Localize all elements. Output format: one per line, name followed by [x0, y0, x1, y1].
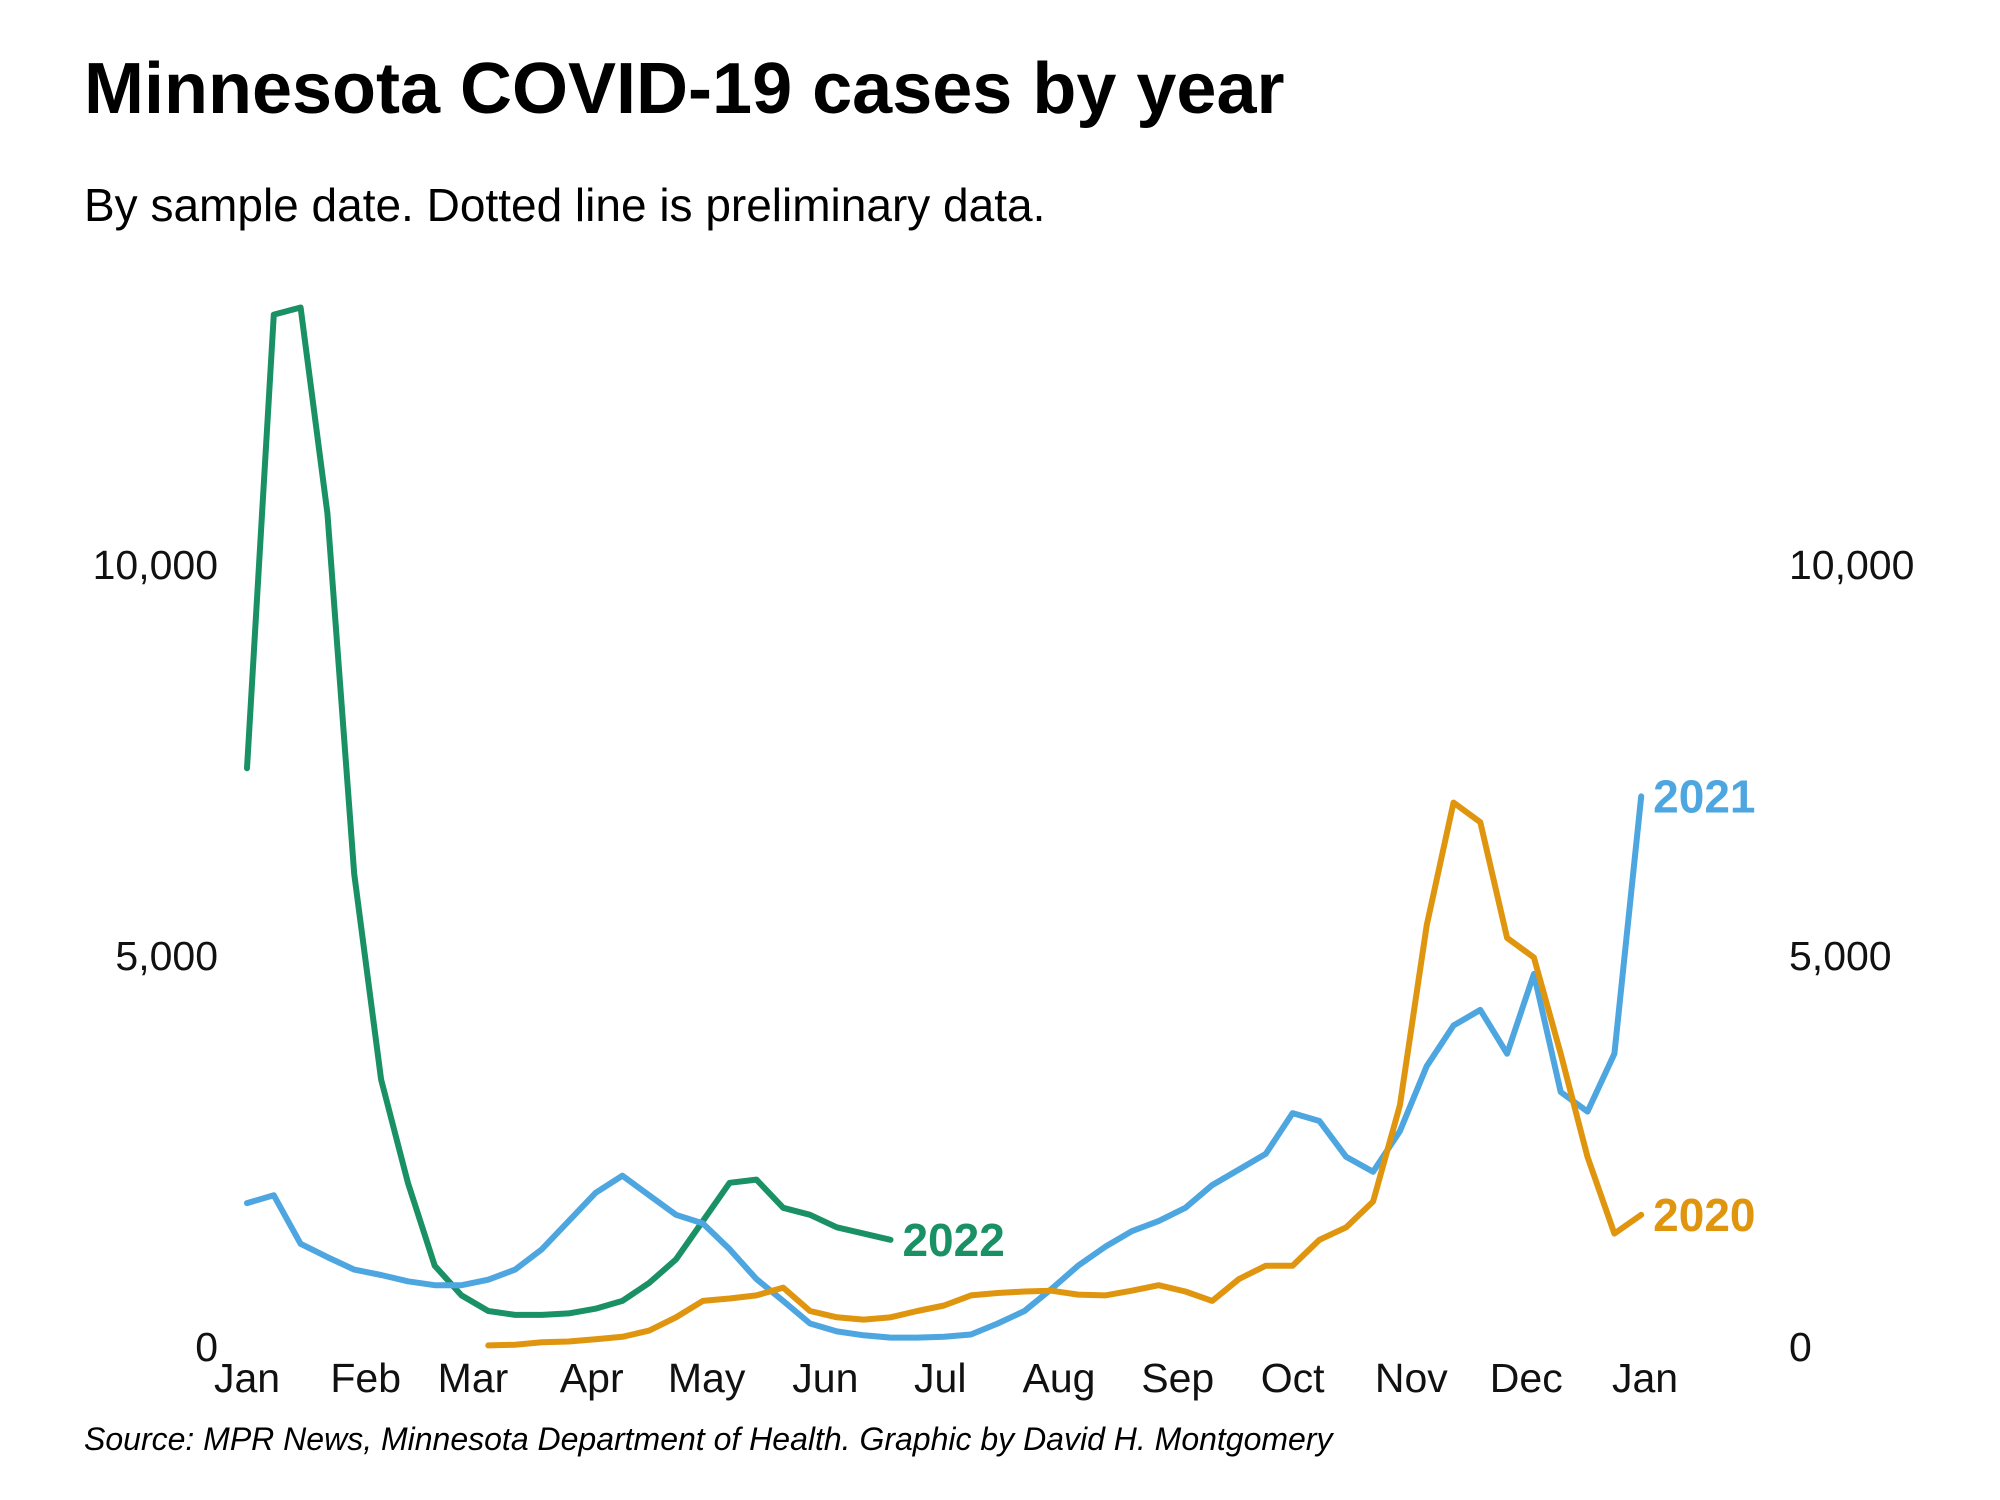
x-tick-label: Jul — [914, 1355, 966, 1401]
x-tick-label: Jan — [1612, 1355, 1678, 1401]
chart-subtitle: By sample date. Dotted line is prelimina… — [84, 179, 1045, 231]
x-tick-label: Aug — [1023, 1355, 1096, 1401]
x-tick-label: Nov — [1375, 1355, 1448, 1401]
x-tick-label: May — [668, 1355, 746, 1401]
y2-tick-label: 10,000 — [1789, 542, 1914, 588]
x-tick-label: Sep — [1141, 1355, 1214, 1401]
series-line — [244, 793, 1645, 1341]
y-tick-label: 0 — [195, 1324, 218, 1370]
series-label: 2020 — [1653, 1189, 1755, 1241]
x-tick-label: Mar — [438, 1355, 509, 1401]
series-line — [244, 304, 894, 1318]
x-tick-label: Jan — [214, 1355, 280, 1401]
series-line — [485, 799, 1645, 1349]
series-label: 2021 — [1653, 770, 1755, 822]
y2-tick-label: 0 — [1789, 1324, 1812, 1370]
x-tick-label: Oct — [1261, 1355, 1325, 1401]
y-tick-label: 10,000 — [93, 542, 218, 588]
chart-title: Minnesota COVID-19 cases by year — [84, 49, 1285, 129]
x-tick-label: Dec — [1490, 1355, 1563, 1401]
x-tick-label: Feb — [330, 1355, 401, 1401]
series-label: 2022 — [902, 1214, 1004, 1266]
y2-tick-label: 5,000 — [1789, 933, 1892, 979]
x-tick-label: Apr — [560, 1355, 624, 1401]
x-tick-label: Jun — [792, 1355, 858, 1401]
source-note: Source: MPR News, Minnesota Department o… — [84, 1421, 1335, 1457]
y-tick-label: 5,000 — [115, 933, 218, 979]
